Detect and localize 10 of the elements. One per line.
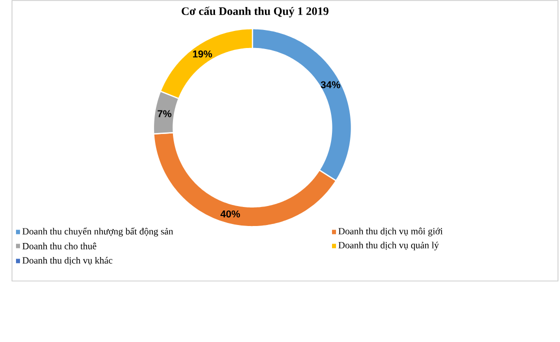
legend-label: Doanh thu dịch vụ khác	[22, 256, 112, 266]
legend-label: Doanh thu dịch vụ môi giới	[338, 228, 443, 236]
legend-label: Doanh thu cho thuê	[22, 242, 96, 250]
chart-title: Cơ cấu Doanh thu Quý 1 2019	[182, 6, 328, 18]
data-label: 7%	[158, 110, 172, 118]
legend-label: Doanh thu dịch vụ quản lý	[338, 242, 439, 250]
legend-label: Doanh thu chuyển nhượng bất động sản	[22, 228, 174, 236]
data-label: 40%	[220, 210, 240, 218]
data-label: 19%	[193, 50, 212, 58]
data-label: 34%	[320, 81, 340, 88]
